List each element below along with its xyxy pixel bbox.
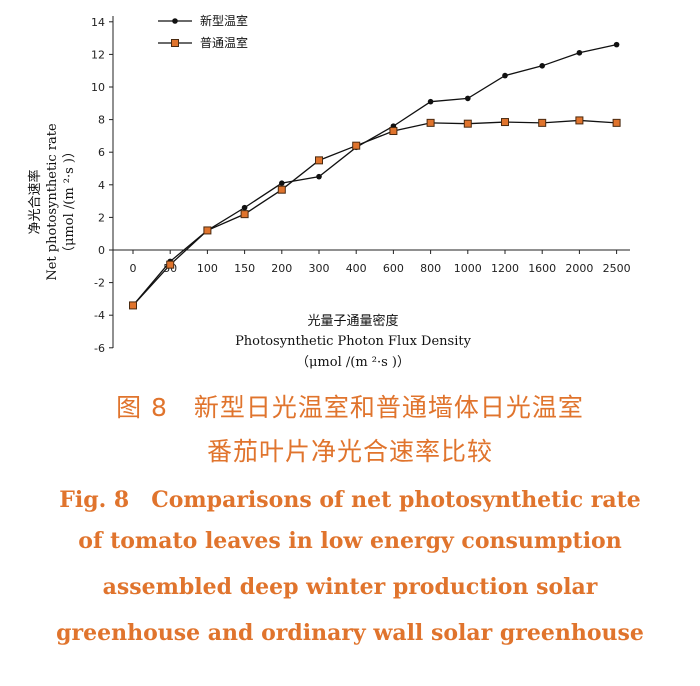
series-2-point bbox=[538, 118, 547, 127]
y-tick-label: 12 bbox=[91, 48, 105, 61]
chart-axes bbox=[112, 16, 630, 348]
x-axis-title-en: Photosynthetic Photon Flux Density bbox=[235, 334, 472, 349]
series-line-1 bbox=[132, 43, 617, 306]
series-2-point bbox=[315, 156, 323, 165]
series-1-point bbox=[502, 72, 508, 79]
series-2-point bbox=[501, 118, 509, 127]
x-tick-label: 100 bbox=[197, 262, 218, 275]
x-tick-label: 200 bbox=[271, 262, 292, 275]
y-tick-label: 8 bbox=[98, 114, 105, 127]
series-2-point bbox=[612, 118, 621, 127]
x-axis-ticks: 0501001502003004006008001000120016002000… bbox=[130, 250, 631, 275]
series-2-point bbox=[129, 301, 137, 310]
legend-label-2: 普通温室 bbox=[200, 35, 248, 50]
y-tick-label: -4 bbox=[94, 309, 105, 322]
y-tick-label: 4 bbox=[98, 179, 105, 192]
x-tick-label: 300 bbox=[309, 262, 330, 275]
caption-en-line-2: of tomato leaves in low energy consumpti… bbox=[78, 528, 622, 554]
caption-en-line-1: Fig. 8 Comparisons of net photosynthetic… bbox=[59, 487, 641, 513]
x-tick-label: 2000 bbox=[565, 262, 593, 275]
y-tick-label: 6 bbox=[98, 146, 105, 159]
legend-marker-1 bbox=[172, 18, 178, 24]
series-2-point bbox=[352, 141, 361, 150]
x-tick-label: 1200 bbox=[491, 262, 519, 275]
series-2-point bbox=[203, 226, 212, 235]
x-tick-label: 2500 bbox=[603, 262, 631, 275]
series-line-2 bbox=[132, 119, 617, 306]
series-2-point bbox=[166, 260, 175, 269]
y-tick-label: -2 bbox=[94, 277, 105, 290]
y-axis-title-unit: （μmol /(m ²·s )） bbox=[62, 145, 77, 259]
y-tick-label: 14 bbox=[91, 16, 105, 29]
series-2-point bbox=[240, 210, 249, 219]
x-tick-label: 600 bbox=[383, 262, 404, 275]
caption-cn-line-1: 图 8 新型日光温室和普通墙体日光温室 bbox=[116, 393, 584, 422]
series-1-point bbox=[465, 95, 471, 102]
legend-marker-2 bbox=[171, 39, 179, 47]
series-1-point bbox=[279, 180, 285, 186]
caption-en-line-3: assembled deep winter production solar bbox=[102, 574, 598, 600]
series-2-point bbox=[426, 118, 435, 127]
series-1-point bbox=[539, 63, 545, 69]
legend-label-1: 新型温室 bbox=[200, 13, 248, 28]
x-tick-label: 1000 bbox=[454, 262, 482, 275]
y-axis-ticks: -6 -4 -2 0 2 4 6 8 10 12 14 bbox=[91, 16, 113, 355]
series-1-point bbox=[316, 173, 322, 180]
series-1-point bbox=[576, 49, 583, 56]
x-tick-label: 0 bbox=[130, 262, 137, 275]
x-tick-label: 1600 bbox=[528, 262, 556, 275]
caption-en-line-4: greenhouse and ordinary wall solar green… bbox=[56, 620, 644, 646]
y-tick-label: -6 bbox=[94, 342, 105, 355]
series-1-point bbox=[613, 41, 620, 48]
series-1-point bbox=[427, 98, 434, 105]
y-axis-title-en: Net photosynthetic rate bbox=[45, 123, 60, 281]
x-tick-label: 400 bbox=[346, 262, 367, 275]
series-1-point bbox=[241, 204, 248, 211]
series-2-point bbox=[463, 119, 472, 128]
series-2-point bbox=[389, 127, 398, 136]
y-axis-title-cn: 净光合速率 bbox=[27, 169, 43, 234]
x-axis-title-cn: 光量子通量密度 bbox=[307, 313, 398, 329]
x-tick-label: 800 bbox=[420, 262, 441, 275]
y-tick-label: 0 bbox=[98, 244, 105, 257]
caption-cn-line-2: 番茄叶片净光合速率比较 bbox=[206, 437, 493, 466]
y-tick-label: 10 bbox=[91, 81, 105, 94]
x-tick-label: 150 bbox=[234, 262, 255, 275]
series-2-point bbox=[575, 116, 584, 125]
series-2-point bbox=[277, 185, 286, 194]
chart-series bbox=[129, 41, 621, 310]
x-axis-title-unit: （μmol /(m ²·s )） bbox=[296, 355, 410, 370]
y-tick-label: 2 bbox=[98, 211, 105, 224]
